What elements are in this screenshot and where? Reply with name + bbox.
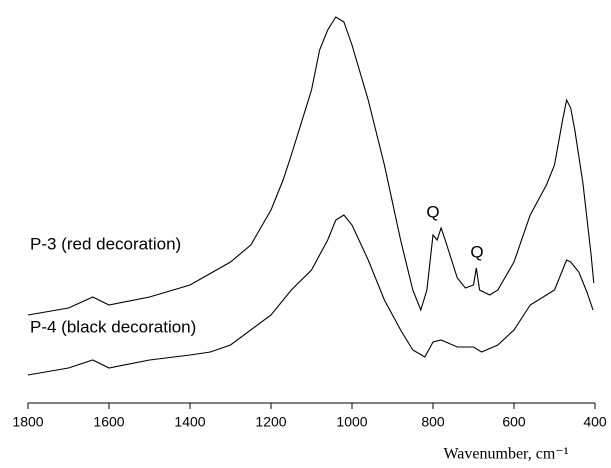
annotation: Q: [426, 202, 439, 221]
annotation: Q: [470, 242, 483, 261]
x-tick-label: 1400: [174, 414, 205, 430]
x-tick-label: 1800: [12, 414, 43, 430]
x-tick-label: 400: [583, 414, 607, 430]
series-label: P-4 (black decoration): [30, 317, 196, 336]
x-tick-label: 1600: [93, 414, 124, 430]
x-axis-label: Wavenumber, cm⁻¹: [443, 446, 568, 463]
series-line: [27, 214, 594, 376]
x-tick-label: 1000: [336, 414, 367, 430]
x-tick-label: 800: [421, 414, 445, 430]
series-line: [27, 16, 595, 316]
x-tick-label: 600: [502, 414, 526, 430]
series-label: P-3 (red decoration): [30, 234, 181, 253]
x-tick-label: 1200: [255, 414, 286, 430]
